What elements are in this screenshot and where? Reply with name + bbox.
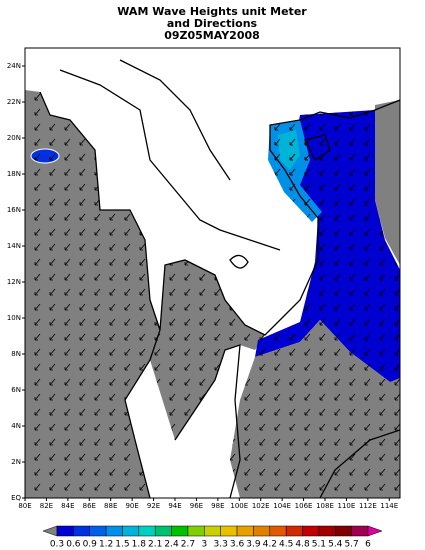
- colorbar-box: [204, 525, 221, 537]
- colorbar-box: [138, 525, 156, 537]
- colorbar-box: [302, 525, 320, 537]
- y-tick-label: 24N: [7, 62, 21, 70]
- title-line: and Directions: [167, 17, 258, 30]
- y-tick-label: 6N: [11, 386, 21, 394]
- coastlines: [39, 59, 400, 498]
- colorbar-label: 5.1: [312, 540, 326, 550]
- x-tick-label: 112E: [359, 502, 377, 510]
- y-tick-label: 14N: [7, 242, 21, 250]
- x-tick-label: 114E: [380, 502, 398, 510]
- colorbar-label: 0.3: [50, 540, 64, 550]
- colorbar-box: [269, 525, 287, 537]
- colorbar-label: 0.9: [83, 540, 98, 550]
- x-tick-label: 98E: [211, 502, 224, 510]
- y-tick-label: 22N: [7, 98, 21, 106]
- colorbar-box: [351, 525, 369, 537]
- colorbar-low: [42, 525, 58, 537]
- y-tick-label: 8N: [11, 350, 21, 358]
- colorbar-box: [220, 525, 238, 537]
- x-tick-label: 82E: [40, 502, 53, 510]
- colorbar-label: 1.8: [132, 540, 147, 550]
- colorbar-box: [187, 525, 205, 537]
- x-tick-label: 104E: [273, 502, 291, 510]
- x-tick-label: 94E: [168, 502, 181, 510]
- x-tick-label: 84E: [61, 502, 74, 510]
- colorbar-label: 2.7: [181, 540, 195, 550]
- colorbar-label: 4.5: [279, 540, 293, 550]
- colorbar-label: 0.6: [66, 540, 81, 550]
- colorbar-box: [236, 525, 254, 537]
- colorbar-high: [367, 525, 383, 537]
- colorbar-box: [335, 525, 352, 537]
- colorbar-box: [253, 525, 271, 537]
- colorbar-box: [285, 525, 303, 537]
- y-tick-label: 16N: [7, 206, 21, 214]
- direction-arrows: [25, 90, 400, 498]
- y-tick-label: EQ: [11, 494, 21, 502]
- y-tick-label: 18N: [7, 170, 21, 178]
- x-tick-label: 96E: [190, 502, 203, 510]
- colorbar-label: 4.2: [263, 540, 277, 550]
- frame: [24, 47, 401, 499]
- colorbar-label: 3.6: [230, 540, 245, 550]
- colorbar-box: [171, 525, 189, 537]
- x-tick-label: 92E: [147, 502, 160, 510]
- colorbar-box: [122, 525, 140, 537]
- title-line: 09Z05MAY2008: [164, 29, 260, 42]
- x-tick-label: 110E: [338, 502, 356, 510]
- x-tick-label: 108E: [316, 502, 334, 510]
- colorbar-label: 3.9: [246, 540, 261, 550]
- x-tick-label: 102E: [252, 502, 270, 510]
- colorbar-label: 1.2: [99, 540, 113, 550]
- title-line: WAM Wave Heights unit Meter: [117, 5, 307, 18]
- x-tick-label: 80E: [18, 502, 31, 510]
- x-tick-label: 106E: [295, 502, 313, 510]
- y-tick-label: 4N: [11, 422, 21, 430]
- y-tick-label: 20N: [7, 134, 21, 142]
- colorbar-box: [73, 525, 90, 537]
- colorbar-label: 5.7: [344, 540, 358, 550]
- colorbar-label: 2.1: [148, 540, 162, 550]
- colorbar-label: 2.4: [164, 540, 179, 550]
- colorbar-box: [154, 525, 172, 537]
- colorbar-box: [89, 525, 107, 537]
- colorbar-label: 5.4: [328, 540, 343, 550]
- colorbar-box: [105, 525, 123, 537]
- colorbar-label: 6: [365, 540, 371, 550]
- colorbar-label: 1.5: [115, 540, 129, 550]
- y-tick-label: 12N: [7, 278, 21, 286]
- map-area: [25, 48, 400, 498]
- x-tick-label: 86E: [83, 502, 96, 510]
- colorbar-box: [318, 525, 336, 537]
- x-tick-label: 100E: [230, 502, 248, 510]
- y-tick-label: 2N: [11, 458, 21, 466]
- colorbar-label: 3.3: [214, 540, 228, 550]
- y-tick-label: 10N: [7, 314, 21, 322]
- colorbar-label: 4.8: [295, 540, 310, 550]
- x-tick-label: 90E: [125, 502, 138, 510]
- colorbar-label: 3: [201, 540, 207, 550]
- x-tick-label: 88E: [104, 502, 117, 510]
- colorbar-box: [56, 525, 74, 537]
